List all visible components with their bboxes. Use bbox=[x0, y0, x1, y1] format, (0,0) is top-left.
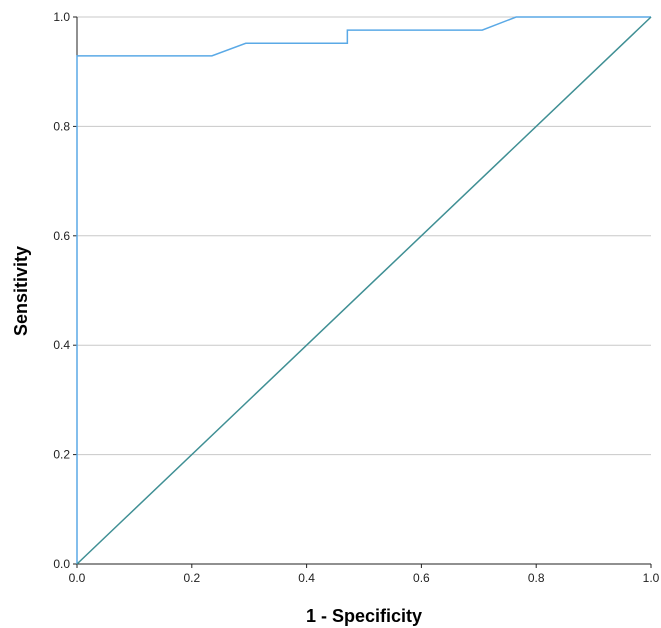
y-axis-title: Sensitivity bbox=[11, 246, 31, 336]
x-tick-label: 0.2 bbox=[183, 571, 200, 585]
x-tick-label: 0.6 bbox=[413, 571, 430, 585]
x-axis-ticks: 0.0 0.2 0.4 0.6 0.8 1.0 bbox=[69, 564, 660, 585]
x-tick-label: 1.0 bbox=[643, 571, 660, 585]
x-axis-title: 1 - Specificity bbox=[306, 606, 422, 626]
y-tick-label: 0.8 bbox=[53, 119, 70, 133]
roc-curve-line bbox=[76, 16, 651, 564]
series-group bbox=[76, 16, 652, 565]
reference-line bbox=[76, 16, 652, 565]
x-tick-label: 0.4 bbox=[298, 571, 315, 585]
y-tick-label: 0.0 bbox=[53, 557, 70, 571]
y-tick-label: 0.4 bbox=[53, 338, 70, 352]
y-tick-label: 0.2 bbox=[53, 448, 70, 462]
x-tick-label: 0.0 bbox=[69, 571, 86, 585]
y-tick-label: 0.6 bbox=[53, 229, 70, 243]
x-tick-label: 0.8 bbox=[528, 571, 545, 585]
y-tick-label: 1.0 bbox=[53, 10, 70, 24]
y-axis-ticks: 0.0 0.2 0.4 0.6 0.8 1.0 bbox=[53, 10, 77, 571]
